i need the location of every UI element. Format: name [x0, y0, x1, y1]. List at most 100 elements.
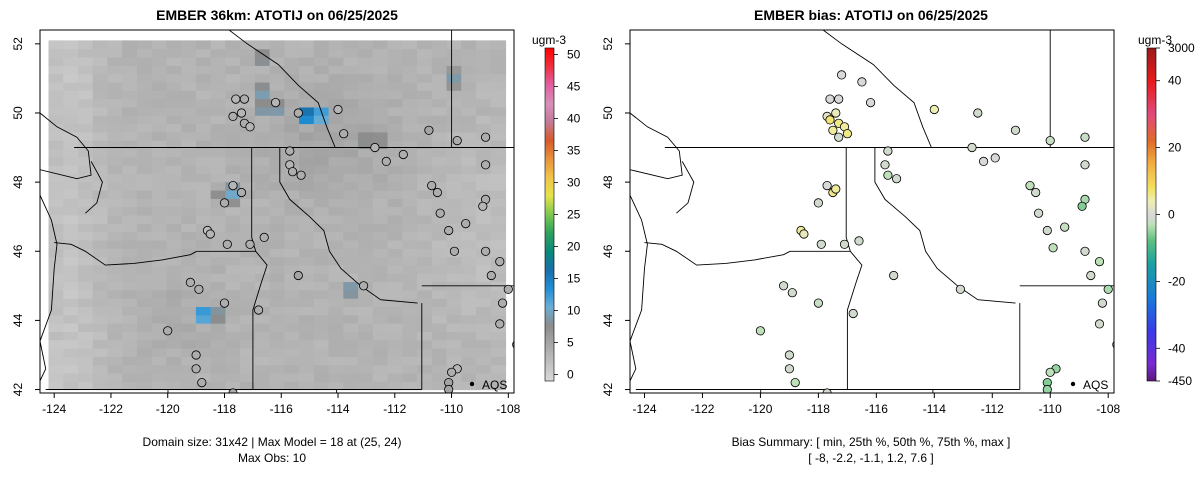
heatmap-cell	[78, 314, 94, 324]
heatmap-cell	[417, 364, 433, 374]
heatmap-cell	[328, 90, 344, 100]
heatmap-cell	[136, 273, 153, 283]
heatmap-cell	[299, 48, 315, 58]
heatmap-cell	[195, 131, 212, 141]
heatmap-cell	[431, 115, 448, 125]
heatmap-cell	[387, 131, 403, 141]
heatmap-cell	[92, 231, 109, 241]
heatmap-cell	[78, 364, 94, 374]
y-tick-label: 42	[11, 383, 25, 397]
heatmap-cell	[269, 65, 285, 75]
heatmap-cell	[195, 331, 212, 341]
heatmap-cell	[225, 314, 241, 324]
heatmap-cell	[446, 239, 462, 249]
heatmap-cell	[181, 73, 197, 83]
heatmap-cell	[284, 248, 300, 258]
heatmap-cell	[461, 372, 477, 382]
heatmap-cell	[328, 48, 344, 58]
heatmap-cell	[299, 198, 315, 208]
heatmap-cell	[151, 231, 168, 241]
heatmap-cell	[48, 198, 64, 208]
heatmap-cell	[431, 381, 448, 391]
heatmap-cell	[387, 123, 403, 133]
heatmap-cell	[122, 106, 138, 116]
observation-point	[486, 270, 496, 281]
heatmap-cell	[461, 273, 477, 283]
heatmap-cell	[490, 289, 507, 299]
heatmap-cell	[461, 123, 477, 133]
heatmap-cell	[299, 165, 315, 174]
observation-point	[219, 198, 230, 208]
map-line-idaho-montana-border	[874, 147, 1016, 304]
heatmap-cell	[210, 98, 227, 108]
heatmap-cell	[299, 347, 315, 357]
heatmap-cell	[328, 231, 344, 241]
heatmap-cell	[136, 364, 153, 374]
heatmap-cell	[63, 231, 79, 241]
heatmap-cell	[372, 190, 389, 199]
observation-point	[424, 125, 434, 135]
heatmap-cell	[299, 173, 315, 183]
heatmap-cell	[181, 65, 197, 75]
heatmap-cell	[63, 381, 79, 391]
heatmap-cell	[48, 57, 64, 66]
heatmap-cell	[328, 239, 344, 249]
heatmap-cell	[446, 256, 462, 266]
heatmap-cell	[358, 181, 374, 191]
heatmap-cell	[431, 248, 448, 258]
heatmap-cell	[136, 81, 153, 91]
heatmap-cell	[402, 281, 418, 291]
heatmap-cell	[225, 281, 241, 291]
heatmap-cell	[48, 306, 64, 316]
heatmap-cell	[63, 273, 79, 283]
right-aqs-marker	[1070, 381, 1076, 387]
heatmap-cell	[372, 181, 389, 191]
heatmap-cell	[63, 323, 79, 332]
right-bias-points	[755, 70, 1114, 393]
heatmap-cell	[181, 98, 197, 108]
heatmap-cell	[431, 256, 448, 266]
heatmap-cell	[151, 206, 168, 216]
heatmap-cell	[490, 165, 507, 174]
heatmap-cell	[225, 214, 241, 224]
heatmap-cell	[136, 289, 153, 299]
heatmap-cell	[92, 57, 109, 66]
heatmap-cell	[446, 273, 462, 283]
x-tick-label: -124	[632, 402, 656, 416]
heatmap-cell	[372, 256, 389, 266]
heatmap-cell	[181, 231, 197, 241]
y-tick-label: 50	[601, 106, 615, 120]
heatmap-cell	[240, 198, 256, 208]
heatmap-cell	[240, 298, 256, 307]
heatmap-cell	[92, 140, 109, 150]
heatmap-cell	[402, 356, 418, 366]
heatmap-cell	[122, 231, 138, 241]
heatmap-cell	[446, 115, 462, 125]
heatmap-cell	[431, 123, 448, 133]
heatmap-cell	[417, 173, 433, 183]
heatmap-cell	[210, 372, 227, 382]
heatmap-cell	[78, 281, 94, 291]
observation-point	[254, 305, 264, 315]
heatmap-cell	[461, 289, 477, 299]
heatmap-cell	[358, 123, 374, 133]
heatmap-cell	[284, 40, 300, 50]
heatmap-cell	[210, 106, 227, 116]
heatmap-cell	[446, 356, 462, 366]
heatmap-cell	[490, 156, 507, 166]
heatmap-cell	[313, 289, 330, 299]
heatmap-cell	[48, 181, 64, 191]
bias-point	[955, 284, 966, 294]
heatmap-cell	[269, 289, 285, 299]
heatmap-cell	[92, 181, 109, 191]
heatmap-cell	[92, 81, 109, 91]
heatmap-cell	[225, 48, 241, 58]
heatmap-cell	[372, 306, 389, 316]
heatmap-cell	[195, 347, 212, 357]
heatmap-cell	[313, 131, 330, 141]
heatmap-cell	[446, 148, 462, 158]
heatmap-cell	[476, 339, 492, 349]
heatmap-cell	[446, 140, 462, 150]
heatmap-cell	[476, 381, 492, 391]
heatmap-cell	[490, 372, 507, 382]
